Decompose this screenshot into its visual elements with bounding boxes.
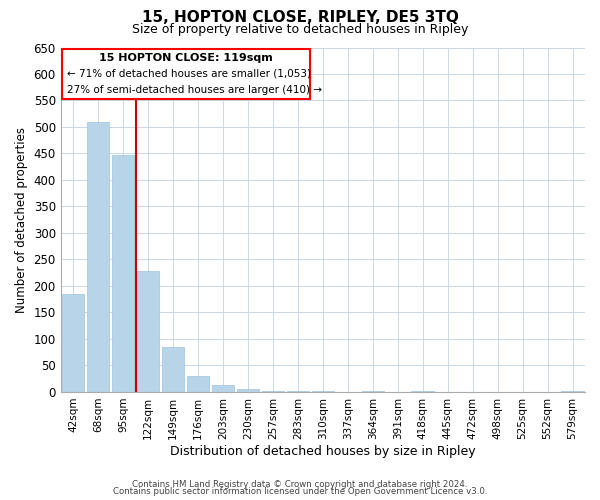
Bar <box>262 391 284 392</box>
Y-axis label: Number of detached properties: Number of detached properties <box>15 126 28 312</box>
Bar <box>62 294 85 392</box>
X-axis label: Distribution of detached houses by size in Ripley: Distribution of detached houses by size … <box>170 444 476 458</box>
Bar <box>137 271 159 392</box>
Bar <box>162 347 184 392</box>
Bar <box>87 122 109 392</box>
Text: Size of property relative to detached houses in Ripley: Size of property relative to detached ho… <box>132 22 468 36</box>
Text: ← 71% of detached houses are smaller (1,053): ← 71% of detached houses are smaller (1,… <box>67 68 311 78</box>
Bar <box>212 385 234 392</box>
Text: Contains HM Land Registry data © Crown copyright and database right 2024.: Contains HM Land Registry data © Crown c… <box>132 480 468 489</box>
Bar <box>236 390 259 392</box>
Text: 27% of semi-detached houses are larger (410) →: 27% of semi-detached houses are larger (… <box>67 85 322 95</box>
Text: Contains public sector information licensed under the Open Government Licence v3: Contains public sector information licen… <box>113 488 487 496</box>
Text: 15 HOPTON CLOSE: 119sqm: 15 HOPTON CLOSE: 119sqm <box>99 52 273 62</box>
Bar <box>187 376 209 392</box>
Text: 15, HOPTON CLOSE, RIPLEY, DE5 3TQ: 15, HOPTON CLOSE, RIPLEY, DE5 3TQ <box>142 10 458 25</box>
FancyBboxPatch shape <box>62 48 310 99</box>
Bar <box>112 155 134 392</box>
